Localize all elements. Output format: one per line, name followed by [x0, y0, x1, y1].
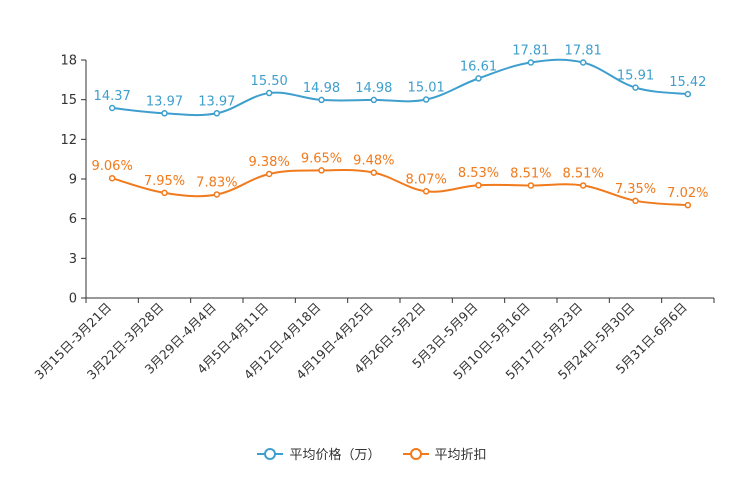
data-label-0: 17.81 [512, 44, 549, 59]
data-point-0 [161, 110, 168, 117]
y-tick-label: 0 [69, 292, 77, 307]
data-label-0: 15.50 [251, 74, 288, 89]
data-point-0 [213, 110, 221, 117]
legend-discount-label: 平均折扣 [434, 448, 487, 463]
data-label-1: 8.51% [563, 166, 604, 181]
data-label-1: 9.06% [92, 159, 133, 174]
data-point-0 [318, 96, 325, 104]
data-point-0 [527, 59, 535, 66]
legend: 平均价格（万） 平均折扣 [0, 444, 744, 463]
data-label-0: 15.01 [408, 81, 445, 96]
series-line-1 [111, 169, 688, 207]
data-point-0 [579, 59, 587, 66]
legend-price-circle [264, 447, 277, 460]
data-point-1 [370, 169, 378, 176]
data-point-1 [475, 181, 482, 189]
data-label-0: 13.97 [146, 94, 183, 109]
data-point-0 [370, 96, 378, 104]
data-label-1: 9.65% [301, 151, 342, 166]
legend-discount-circle [409, 447, 422, 460]
data-label-1: 7.02% [667, 186, 708, 201]
data-label-0: 16.61 [460, 59, 497, 74]
data-label-0: 15.42 [669, 75, 706, 90]
data-point-0 [265, 89, 273, 97]
y-tick-label: 12 [60, 133, 77, 148]
legend-item-price[interactable]: 平均价格（万） [257, 444, 381, 463]
data-label-0: 15.91 [617, 69, 654, 84]
y-tick-label: 3 [69, 252, 77, 267]
data-point-1 [579, 182, 587, 189]
data-point-1 [108, 174, 116, 182]
data-point-0 [632, 84, 639, 91]
data-label-0: 14.98 [303, 81, 340, 96]
data-label-1: 7.95% [144, 174, 185, 189]
legend-discount-marker-icon [402, 447, 429, 460]
data-point-1 [265, 170, 273, 178]
data-label-0: 14.98 [355, 81, 392, 96]
data-point-1 [527, 182, 535, 189]
data-point-1 [684, 201, 692, 209]
data-point-1 [318, 167, 325, 174]
data-label-1: 8.07% [406, 172, 447, 187]
y-tick-label: 18 [60, 54, 77, 69]
data-point-0 [108, 104, 116, 112]
data-label-1: 9.48% [353, 154, 394, 169]
data-point-0 [684, 90, 692, 98]
legend-item-discount[interactable]: 平均折扣 [402, 444, 487, 463]
y-tick-label: 15 [60, 93, 77, 108]
data-label-1: 7.35% [615, 182, 656, 197]
data-label-1: 8.51% [510, 166, 551, 181]
legend-price-label: 平均价格（万） [289, 448, 381, 463]
y-tick-label: 9 [69, 173, 77, 188]
data-label-1: 9.38% [249, 155, 290, 170]
y-tick-label: 6 [69, 212, 77, 227]
data-point-1 [422, 188, 430, 195]
legend-price-marker-icon [257, 447, 284, 460]
series-line-0 [112, 58, 688, 117]
data-label-1: 7.83% [196, 175, 237, 190]
data-label-1: 8.53% [458, 166, 499, 181]
data-label-0: 13.97 [198, 94, 235, 109]
data-point-0 [475, 75, 482, 82]
data-point-1 [632, 197, 639, 205]
data-label-0: 14.37 [94, 89, 131, 104]
data-point-1 [213, 191, 221, 198]
data-point-1 [161, 189, 168, 197]
data-point-0 [422, 96, 430, 103]
data-label-0: 17.81 [565, 44, 602, 59]
